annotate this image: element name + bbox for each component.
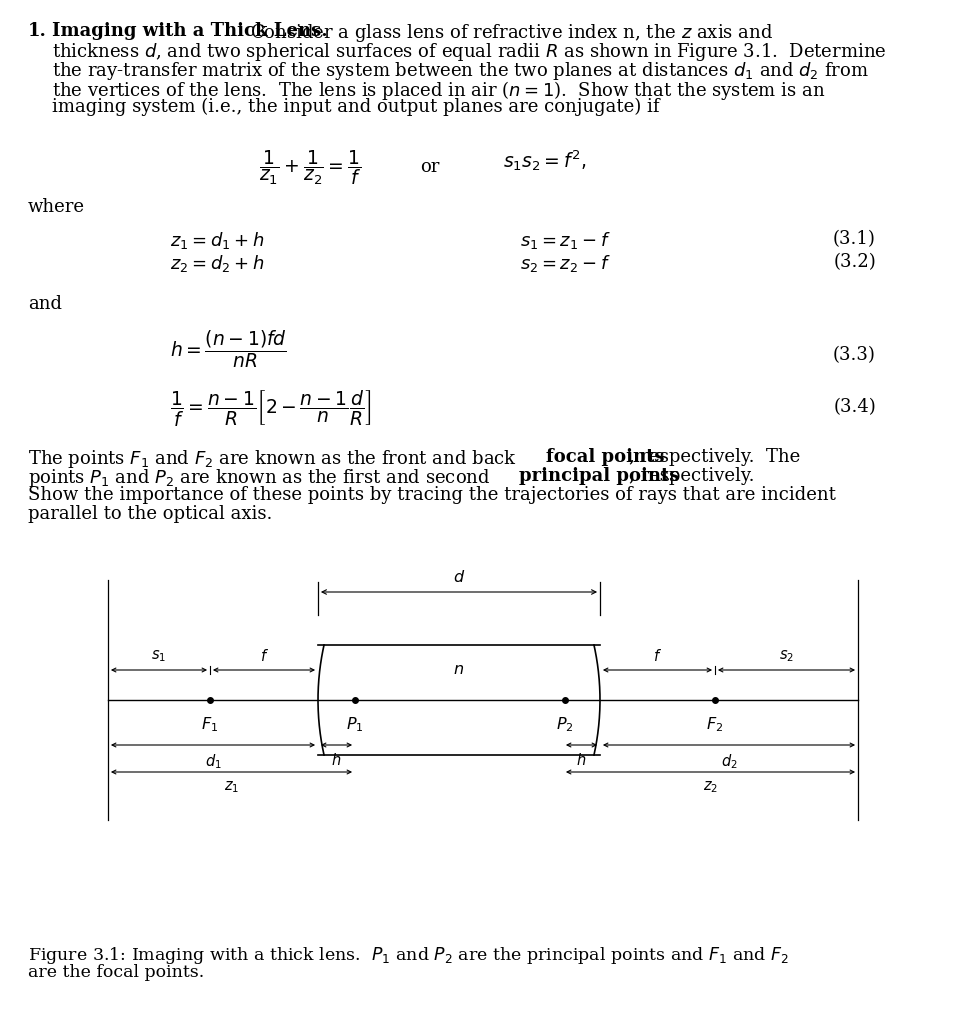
Text: (3.3): (3.3) — [833, 346, 876, 364]
Text: the ray-transfer matrix of the system between the two planes at distances $d_1$ : the ray-transfer matrix of the system be… — [52, 60, 869, 82]
Text: (3.4): (3.4) — [834, 398, 876, 416]
Text: $\dfrac{1}{z_1} + \dfrac{1}{z_2} = \dfrac{1}{f}$: $\dfrac{1}{z_1} + \dfrac{1}{z_2} = \dfra… — [259, 148, 361, 187]
Text: $F_1$: $F_1$ — [202, 715, 219, 734]
Text: $d$: $d$ — [453, 569, 466, 586]
Text: Consider a glass lens of refractive index n, the $\it{z}$ axis and: Consider a glass lens of refractive inde… — [250, 22, 773, 44]
Text: are the focal points.: are the focal points. — [28, 964, 205, 981]
Text: $d_1$: $d_1$ — [205, 752, 222, 771]
Text: $z_2$: $z_2$ — [703, 779, 718, 794]
Text: $s_1 = z_1 - f$: $s_1 = z_1 - f$ — [520, 230, 611, 251]
Text: $n$: $n$ — [453, 661, 465, 679]
Text: $F_2$: $F_2$ — [706, 715, 724, 734]
Text: Figure 3.1: Imaging with a thick lens.  $P_1$ and $P_2$ are the principal points: Figure 3.1: Imaging with a thick lens. $… — [28, 945, 789, 966]
Text: the vertices of the lens.  The lens is placed in air ($n = 1$).  Show that the s: the vertices of the lens. The lens is pl… — [52, 79, 825, 102]
Text: $h$: $h$ — [332, 752, 341, 768]
Text: , respectively.  The: , respectively. The — [629, 448, 800, 466]
Text: $h$: $h$ — [576, 752, 587, 768]
Text: $\dfrac{1}{f} = \dfrac{n-1}{R}\left[2 - \dfrac{n-1}{n}\dfrac{d}{R}\right]$: $\dfrac{1}{f} = \dfrac{n-1}{R}\left[2 - … — [170, 388, 372, 428]
Text: $h = \dfrac{(n-1)fd}{nR}$: $h = \dfrac{(n-1)fd}{nR}$ — [170, 328, 287, 370]
Text: $f$: $f$ — [259, 648, 269, 664]
Text: focal points: focal points — [546, 448, 664, 466]
Text: , respectively.: , respectively. — [629, 467, 754, 485]
Text: Imaging with a Thick Lens.: Imaging with a Thick Lens. — [52, 22, 328, 40]
Text: imaging system (i.e., the input and output planes are conjugate) if: imaging system (i.e., the input and outp… — [52, 98, 660, 116]
Text: points $P_1$ and $P_2$ are known as the first and second: points $P_1$ and $P_2$ are known as the … — [28, 467, 491, 489]
Text: or: or — [421, 158, 440, 176]
Text: $P_2$: $P_2$ — [556, 715, 574, 734]
Text: $z_2 = d_2 + h$: $z_2 = d_2 + h$ — [170, 253, 264, 274]
Text: $z_1 = d_1 + h$: $z_1 = d_1 + h$ — [170, 230, 264, 251]
Text: parallel to the optical axis.: parallel to the optical axis. — [28, 505, 272, 523]
Text: $s_1$: $s_1$ — [151, 648, 166, 664]
Text: $s_2$: $s_2$ — [779, 648, 794, 664]
Text: and: and — [28, 295, 62, 313]
Text: $z_1$: $z_1$ — [224, 779, 239, 794]
Text: 1.: 1. — [28, 22, 47, 40]
Text: principal points: principal points — [519, 467, 680, 485]
Text: Show the importance of these points by tracing the trajectories of rays that are: Show the importance of these points by t… — [28, 486, 836, 504]
Text: $s_2 = z_2 - f$: $s_2 = z_2 - f$ — [520, 253, 611, 274]
Text: thickness $d$, and two spherical surfaces of equal radii $R$ as shown in Figure : thickness $d$, and two spherical surface… — [52, 41, 886, 63]
Text: $s_1 s_2 = f^2,$: $s_1 s_2 = f^2,$ — [503, 148, 587, 173]
Text: $f$: $f$ — [653, 648, 662, 664]
Text: $d_2$: $d_2$ — [721, 752, 737, 771]
Text: where: where — [28, 198, 85, 216]
Text: (3.2): (3.2) — [834, 253, 876, 271]
Text: $P_1$: $P_1$ — [346, 715, 364, 734]
Text: (3.1): (3.1) — [833, 230, 876, 248]
Text: The points $F_1$ and $F_2$ are known as the front and back: The points $F_1$ and $F_2$ are known as … — [28, 448, 517, 470]
